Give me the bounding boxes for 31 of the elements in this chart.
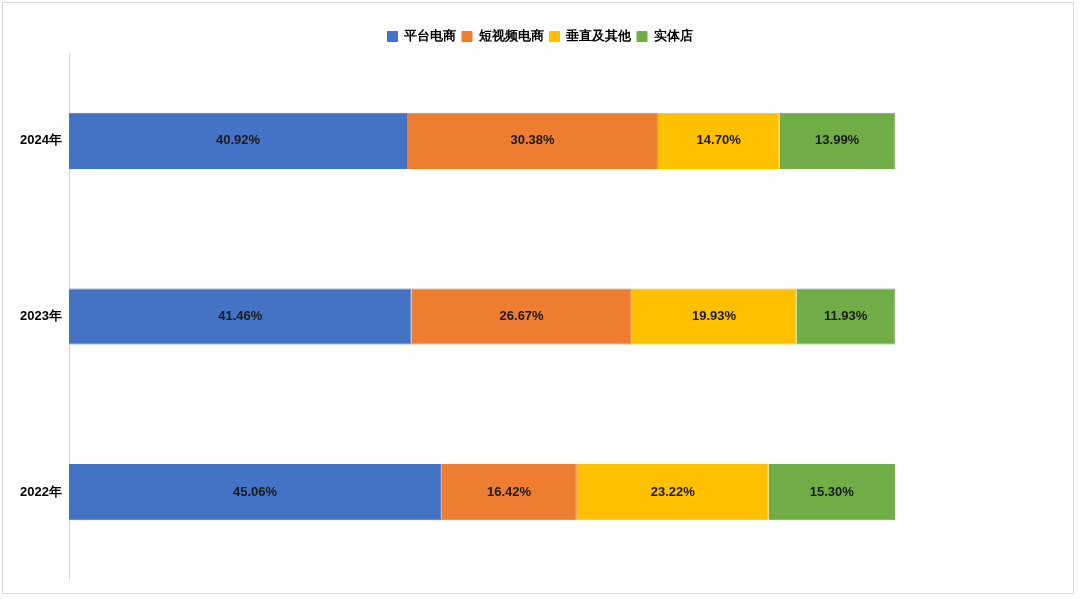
bar [441,464,577,521]
bar [631,288,797,345]
bar [69,112,407,169]
data-label: 14.70% [696,132,742,148]
bar [407,112,658,169]
data-label: 40.92% [215,132,261,148]
legend-label: 垂直及其他 [565,28,632,44]
bar [796,288,895,345]
data-label: 41.46% [218,308,263,324]
data-label: 15.30% [809,483,855,499]
data-label: 26.67% [499,308,545,324]
legend-label: 短视频电商 [477,28,544,44]
data-label: 11.93% [823,308,868,324]
y-tick-label: 2023年 [20,308,62,324]
bar [69,288,412,345]
legend-label: 平台电商 [403,28,456,44]
legend-label: 实体店 [653,28,693,44]
data-label: 45.06% [233,483,278,499]
bar [69,464,442,521]
data-label: 23.22% [650,483,696,499]
y-tick-label: 2024年 [20,132,62,148]
data-label: 13.99% [815,132,860,148]
data-label: 19.93% [692,308,737,324]
bar [779,112,895,169]
data-label: 16.42% [486,483,532,499]
data-label: 30.38% [510,132,555,148]
y-tick-label: 2022年 [20,483,62,499]
bar [768,464,895,521]
bar [411,288,632,345]
bar [576,464,769,521]
bar [657,112,780,169]
